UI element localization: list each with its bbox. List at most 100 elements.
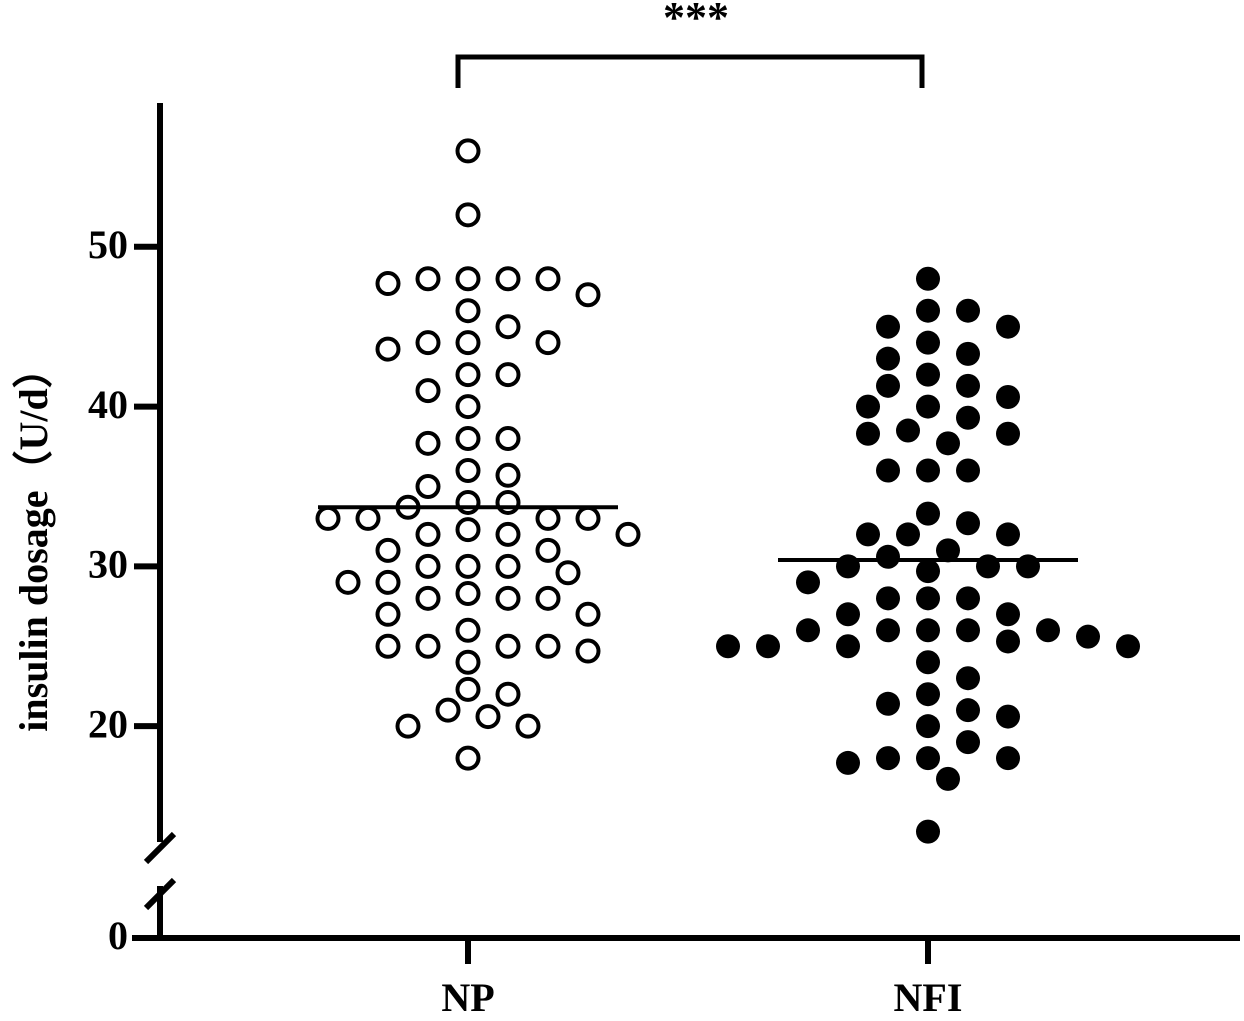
data-point [415, 553, 441, 579]
data-point [335, 569, 361, 595]
data-point [856, 394, 880, 419]
data-point [916, 559, 940, 584]
data-point [535, 537, 561, 563]
data-point [916, 618, 940, 643]
data-point [876, 618, 900, 643]
data-point [956, 511, 980, 536]
data-point [856, 421, 880, 446]
data-point [495, 462, 521, 488]
data-point [575, 505, 601, 531]
data-point [896, 522, 920, 547]
data-point [455, 362, 481, 388]
data-point [375, 271, 401, 297]
data-point [916, 266, 940, 291]
data-point [575, 282, 601, 308]
data-point [956, 341, 980, 366]
data-point [996, 522, 1020, 547]
data-point [916, 682, 940, 707]
data-point [976, 554, 1000, 579]
data-point [796, 570, 820, 595]
data-point [876, 691, 900, 716]
data-point [996, 746, 1020, 771]
data-point [375, 633, 401, 659]
data-point [876, 544, 900, 569]
data-point [956, 698, 980, 723]
data-point [956, 405, 980, 430]
data-point [415, 378, 441, 404]
data-point [575, 601, 601, 627]
data-point [916, 746, 940, 771]
data-point [415, 330, 441, 356]
data-point [896, 418, 920, 443]
data-point [515, 713, 541, 739]
data-point [495, 585, 521, 611]
data-point [495, 489, 521, 515]
data-point [916, 501, 940, 526]
data-point [455, 489, 481, 515]
data-point [916, 586, 940, 611]
data-point [495, 426, 521, 452]
data-point [495, 681, 521, 707]
data-point [495, 314, 521, 340]
data-point [996, 314, 1020, 339]
data-point [355, 505, 381, 531]
y-tick-label: 0 [108, 913, 128, 958]
data-point [455, 202, 481, 228]
data-point [455, 617, 481, 643]
data-point [916, 298, 940, 323]
data-point [535, 330, 561, 356]
data-point [415, 633, 441, 659]
y-axis-label: insulin dosage（U/d） [11, 348, 56, 731]
data-point [876, 586, 900, 611]
data-point [455, 298, 481, 324]
data-point [455, 394, 481, 420]
data-point [916, 394, 940, 419]
data-point [876, 373, 900, 398]
data-point [455, 426, 481, 452]
data-point [535, 585, 561, 611]
data-point [415, 521, 441, 547]
data-point [996, 602, 1020, 627]
data-point [916, 362, 940, 387]
data-point [836, 634, 860, 659]
data-point [535, 633, 561, 659]
data-point [1036, 618, 1060, 643]
data-point [716, 634, 740, 659]
axis-break [143, 831, 177, 865]
data-point [916, 458, 940, 483]
y-tick-label: 20 [88, 701, 128, 746]
x-tick-label: NFI [894, 975, 963, 1020]
data-point [375, 336, 401, 362]
data-point [455, 676, 481, 702]
significance-bracket [455, 54, 925, 88]
data-point [836, 602, 860, 627]
data-point [435, 697, 461, 723]
data-point [455, 458, 481, 483]
data-point [836, 750, 860, 775]
data-point [1116, 634, 1140, 659]
data-point [996, 421, 1020, 446]
data-point [916, 650, 940, 675]
y-tick-label: 50 [88, 222, 128, 267]
data-point [315, 505, 341, 531]
data-point [956, 373, 980, 398]
data-point [575, 638, 601, 664]
data-point [1076, 624, 1100, 649]
data-point [495, 633, 521, 659]
data-point [375, 537, 401, 563]
data-point [796, 618, 820, 643]
data-point [455, 517, 481, 543]
data-point [395, 713, 421, 739]
data-point [996, 704, 1020, 729]
data-point [455, 581, 481, 607]
data-point [415, 473, 441, 499]
data-point [455, 266, 481, 292]
data-point [956, 730, 980, 755]
data-point [756, 634, 780, 659]
data-point [956, 666, 980, 691]
data-point [495, 521, 521, 547]
data-point [876, 746, 900, 771]
data-point [936, 431, 960, 456]
data-point [535, 505, 561, 531]
data-point [936, 766, 960, 791]
